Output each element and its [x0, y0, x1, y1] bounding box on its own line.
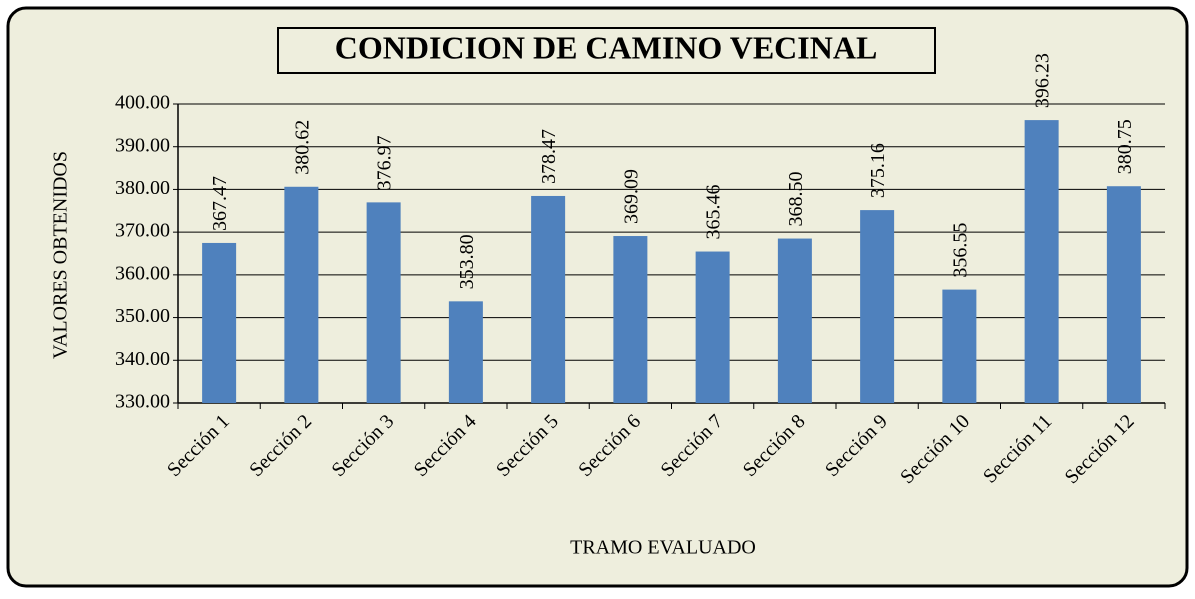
value-label: 368.50 [785, 172, 807, 227]
bar [695, 251, 730, 403]
value-label: 375.16 [867, 143, 889, 198]
bar [366, 202, 401, 403]
bar [448, 301, 483, 403]
value-label: 380.75 [1114, 119, 1136, 174]
value-label: 396.23 [1032, 53, 1054, 108]
value-label: 367.47 [209, 176, 231, 231]
bar [942, 289, 977, 403]
y-axis-label: VALORES OBTENIDOS [50, 151, 72, 359]
chart-frame [6, 6, 1189, 588]
value-label: 380.62 [291, 120, 313, 175]
value-label: 365.46 [703, 185, 725, 240]
bar [1024, 120, 1059, 404]
x-axis-label: TRAMO EVALUADO [570, 537, 756, 559]
bar [531, 195, 566, 403]
bar [1106, 186, 1141, 403]
y-tick-label: 350.00 [115, 305, 170, 327]
chart-title: CONDICION DE CAMINO VECINAL [335, 29, 878, 65]
value-label: 369.09 [620, 169, 642, 224]
y-tick-label: 370.00 [115, 220, 170, 242]
bar [860, 210, 895, 403]
y-tick-label: 330.00 [115, 391, 170, 413]
y-tick-label: 360.00 [115, 262, 170, 284]
y-tick-label: 340.00 [115, 348, 170, 370]
value-label: 376.97 [374, 135, 396, 190]
y-tick-label: 390.00 [115, 134, 170, 156]
bar [777, 238, 812, 403]
y-tick-label: 380.00 [115, 177, 170, 199]
bar [284, 186, 319, 403]
bar [613, 236, 648, 403]
value-label: 378.47 [538, 129, 560, 184]
bar [202, 242, 237, 403]
y-tick-label: 400.00 [115, 92, 170, 114]
value-label: 353.80 [456, 234, 478, 289]
value-label: 356.55 [949, 223, 971, 278]
title-box [277, 27, 936, 74]
